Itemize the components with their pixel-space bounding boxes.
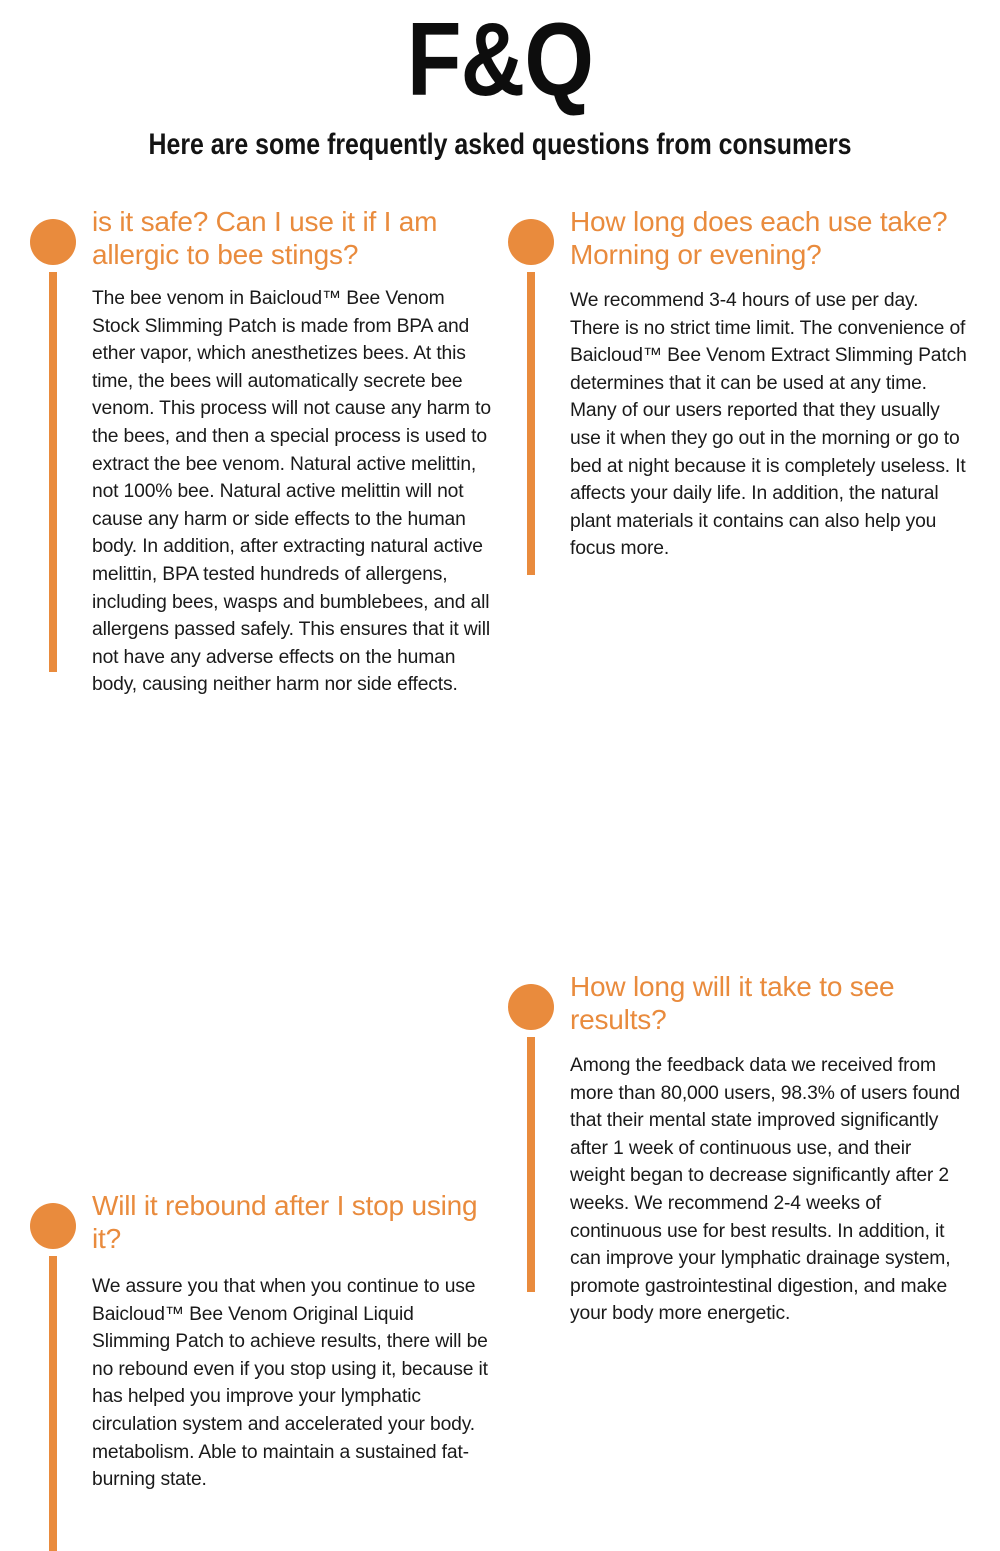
faq-question: Will it rebound after I stop using it? xyxy=(92,1189,478,1254)
faq-answer: We assure you that when you continue to … xyxy=(92,1276,488,1491)
faq-item-rebound: Will it rebound after I stop using it? W… xyxy=(22,1189,492,1551)
bullet-line-icon xyxy=(527,1037,535,1292)
faq-columns: is it safe? Can I use it if I am allergi… xyxy=(0,205,1000,1551)
page-subtitle: Here are some frequently asked questions… xyxy=(148,128,852,162)
bullet-line-icon xyxy=(49,1255,57,1551)
bullet-dot-icon xyxy=(508,984,554,1030)
faq-bullet-rail xyxy=(500,205,562,575)
faq-answer: We recommend 3-4 hours of use per day. T… xyxy=(570,290,967,560)
faq-answer: Among the feedback data we received from… xyxy=(570,1055,960,1325)
bullet-dot-icon xyxy=(30,1202,76,1249)
faq-bullet-rail xyxy=(22,1189,84,1551)
faq-column-left: is it safe? Can I use it if I am allergi… xyxy=(22,205,492,1551)
faq-item-safety: is it safe? Can I use it if I am allergi… xyxy=(22,205,492,699)
faq-question: How long does each use take? Morning or … xyxy=(570,206,948,271)
faq-question: is it safe? Can I use it if I am allergi… xyxy=(92,206,438,271)
faq-question: How long will it take to see results? xyxy=(570,971,895,1036)
faq-item-duration: How long does each use take? Morning or … xyxy=(500,205,970,575)
faq-bullet-rail xyxy=(22,205,84,699)
page-title: F&Q xyxy=(406,2,594,118)
bullet-line-icon xyxy=(527,272,535,575)
bullet-line-icon xyxy=(49,272,57,672)
faq-column-right: How long does each use take? Morning or … xyxy=(500,205,970,1324)
faq-bullet-rail xyxy=(500,970,562,1328)
page-header: F&Q Here are some frequently asked quest… xyxy=(0,0,1000,161)
bullet-dot-icon xyxy=(30,219,76,265)
bullet-dot-icon xyxy=(508,219,554,265)
faq-item-results: How long will it take to see results? Am… xyxy=(500,970,970,1328)
faq-answer: The bee venom in Baicloud™ Bee Venom Sto… xyxy=(92,288,491,696)
